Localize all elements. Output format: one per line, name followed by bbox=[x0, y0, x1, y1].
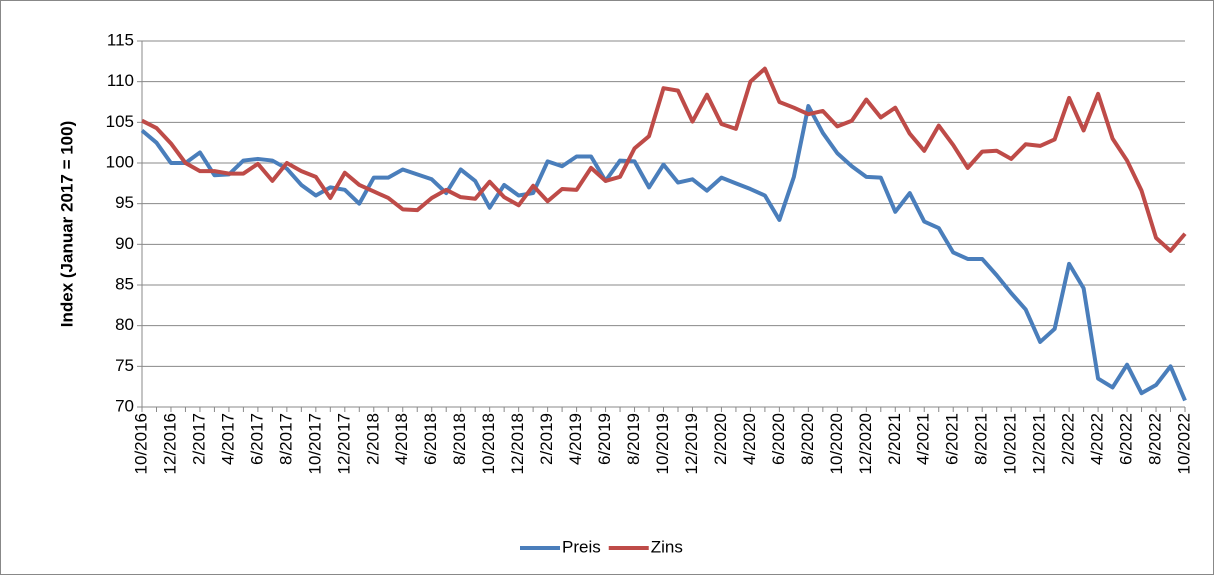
x-tick-label: 12/2020 bbox=[856, 413, 875, 474]
x-tick-label: 4/2021 bbox=[914, 413, 933, 465]
x-tick-label: 12/2018 bbox=[508, 413, 527, 474]
x-tick-label: 4/2018 bbox=[392, 413, 411, 465]
y-tick-label: 115 bbox=[107, 30, 134, 49]
x-tick-label: 10/2017 bbox=[305, 413, 324, 474]
y-tick-label: 105 bbox=[106, 112, 134, 131]
x-tick-label: 6/2019 bbox=[595, 413, 614, 465]
x-tick-label: 8/2021 bbox=[972, 413, 991, 465]
legend-label: Preis bbox=[562, 537, 601, 556]
y-tick-label: 75 bbox=[115, 356, 134, 375]
x-tick-label: 2/2022 bbox=[1059, 413, 1078, 465]
x-tick-label: 8/2019 bbox=[624, 413, 643, 465]
y-tick-label: 90 bbox=[115, 234, 134, 253]
x-tick-label: 8/2020 bbox=[798, 413, 817, 465]
x-tick-label: 8/2017 bbox=[276, 413, 295, 465]
x-tick-label: 10/2019 bbox=[653, 413, 672, 474]
y-tick-label: 95 bbox=[115, 193, 134, 212]
x-tick-label: 12/2021 bbox=[1030, 413, 1049, 474]
x-tick-label: 12/2019 bbox=[682, 413, 701, 474]
series-line bbox=[141, 66, 1187, 253]
x-tick-label: 2/2021 bbox=[885, 413, 904, 465]
y-axis-title: Index (Januar 2017 = 100) bbox=[57, 121, 76, 327]
legend-label: Zins bbox=[651, 537, 683, 556]
x-tick-label: 4/2022 bbox=[1088, 413, 1107, 465]
x-tick-label: 10/2018 bbox=[479, 413, 498, 474]
x-tick-label: 4/2017 bbox=[218, 413, 237, 465]
x-tick-label: 6/2018 bbox=[421, 413, 440, 465]
x-tick-label: 10/2016 bbox=[131, 413, 150, 474]
y-tick-label: 70 bbox=[115, 396, 134, 415]
x-tick-label: 6/2020 bbox=[769, 413, 788, 465]
x-tick-label: 4/2019 bbox=[566, 413, 585, 465]
x-tick-label: 4/2020 bbox=[740, 413, 759, 465]
x-tick-label: 10/2021 bbox=[1001, 413, 1020, 474]
x-tick-label: 6/2022 bbox=[1117, 413, 1136, 465]
x-tick-label: 2/2018 bbox=[363, 413, 382, 465]
y-tick-label: 80 bbox=[115, 315, 134, 334]
x-tick-label: 8/2018 bbox=[450, 413, 469, 465]
y-tick-label: 110 bbox=[107, 71, 134, 90]
x-tick-label: 2/2017 bbox=[189, 413, 208, 465]
x-tick-label: 2/2019 bbox=[537, 413, 556, 465]
y-tick-label: 100 bbox=[106, 152, 134, 171]
x-tick-label: 12/2017 bbox=[334, 413, 353, 474]
x-tick-label: 8/2022 bbox=[1146, 413, 1165, 465]
series-line bbox=[140, 104, 1187, 402]
x-tick-label: 6/2017 bbox=[247, 413, 266, 465]
x-tick-label: 10/2020 bbox=[827, 413, 846, 474]
x-tick-label: 6/2021 bbox=[943, 413, 962, 465]
x-tick-label: 10/2022 bbox=[1174, 413, 1193, 474]
x-tick-label: 2/2020 bbox=[711, 413, 730, 465]
x-tick-label: 12/2016 bbox=[160, 413, 179, 474]
y-tick-label: 85 bbox=[115, 274, 134, 293]
